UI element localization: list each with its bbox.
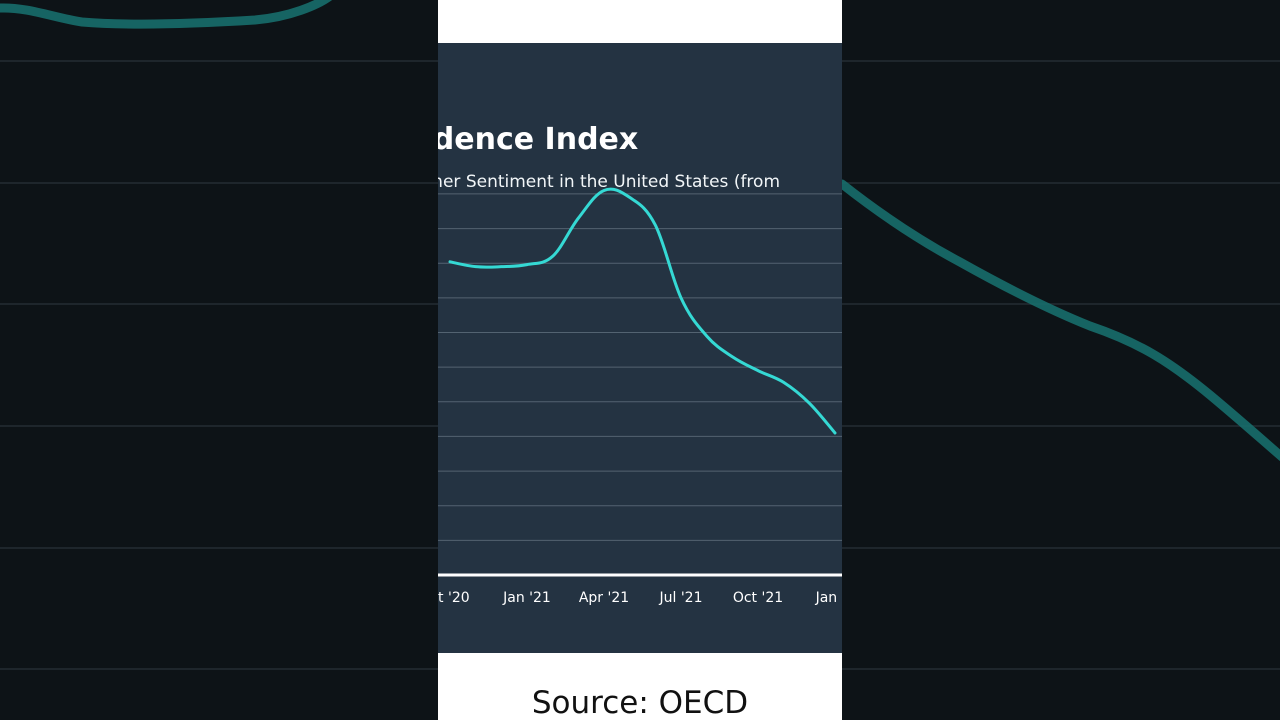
y-gridlines [438, 193, 842, 541]
x-tick-label-1: Jan '21 [502, 590, 551, 606]
series-point-group [449, 189, 836, 434]
x-tick-label-4: Oct '21 [733, 590, 783, 606]
consumer-confidence-line-chart: ct '20 Jan '21 Apr '21 Jul '21 Oct '21 Jan '2 [438, 187, 842, 606]
chart-subtitle: nsumer Sentiment in the United States (f… [438, 172, 781, 192]
x-tick-label-3: Jul '21 [658, 590, 702, 606]
x-tick-label-2: Apr '21 [579, 590, 629, 606]
shorts-card: er Confidence Index nsumer Sentiment in … [438, 0, 842, 720]
chart-title: er Confidence Index [438, 122, 639, 157]
source-link[interactable]: OECD [658, 685, 749, 720]
x-tick-label-0: ct '20 [438, 590, 470, 606]
consumer-sentiment-line [448, 187, 837, 435]
x-tick-label-5: Jan '2 [815, 590, 842, 606]
x-tick-labels: ct '20 Jan '21 Apr '21 Jul '21 Oct '21 Jan '2 [438, 590, 842, 606]
source-label: Source: [531, 685, 649, 720]
source-caption: Source: OECD [438, 684, 842, 720]
chart-panel: er Confidence Index nsumer Sentiment in … [438, 43, 842, 653]
